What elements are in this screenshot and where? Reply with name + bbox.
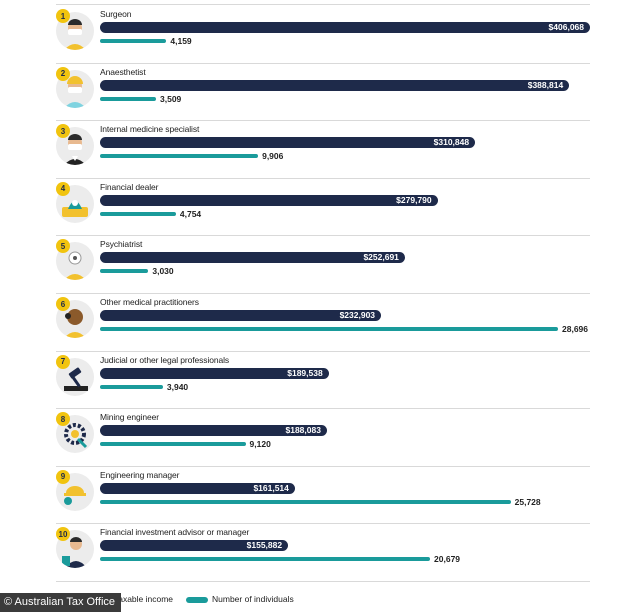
income-value-label: $252,691: [363, 252, 399, 263]
rank-badge: 5: [56, 239, 70, 254]
individuals-bar: [100, 384, 163, 389]
income-bar: $188,083: [100, 425, 327, 437]
category-label: Financial investment advisor or manager: [100, 527, 250, 538]
source-credit: © Australian Tax Office: [0, 593, 122, 612]
chart-row: 6 Other medical practitioners $232,903 28,6…: [56, 294, 590, 351]
category-label: Internal medicine specialist: [100, 124, 200, 135]
income-bar: $388,814: [100, 79, 570, 91]
individuals-value-label: 9,906: [262, 151, 284, 162]
rank-badge: 2: [56, 66, 70, 81]
individuals-bar: [100, 442, 246, 447]
individuals-value-label: 3,509: [160, 93, 182, 104]
income-bar: $161,514: [100, 482, 295, 494]
chart-row: 10 Financial investment advisor or manage…: [56, 524, 590, 581]
surgeon-icon: [56, 12, 94, 50]
legend-label-income: Average taxable income: [82, 594, 174, 604]
rank-badge: 4: [56, 181, 70, 196]
chart-row: 3 Internal medicine specialist $310,848 9,9…: [56, 121, 590, 178]
row-divider: [56, 120, 590, 122]
individuals-value-label: 3,030: [152, 266, 174, 277]
chart-row: 5 Psychiatrist $252,691 3,030: [56, 236, 590, 293]
individuals-bar: [100, 557, 431, 562]
category-label: Surgeon: [100, 9, 132, 19]
chart-row: 4 Financial dealer $279,790 4,754: [56, 179, 590, 236]
medical-practitioner-icon: [56, 300, 94, 338]
income-bar: $406,068: [100, 22, 590, 33]
individuals-bar: [100, 39, 167, 43]
income-value-label: $188,083: [285, 425, 321, 436]
top-divider: [56, 4, 590, 5]
income-value-label: $388,814: [527, 79, 564, 90]
legend-label-individuals: Number of individuals: [212, 594, 294, 604]
rank-badge: 7: [56, 354, 70, 369]
rank-badge: 1: [56, 9, 70, 23]
row-divider: [56, 293, 590, 294]
income-bar: $279,790: [100, 194, 438, 206]
individuals-bar: [100, 269, 149, 274]
income-value-label: $189,538: [287, 367, 323, 378]
individuals-value-label: 4,159: [170, 36, 192, 46]
individuals-bar: [100, 327, 558, 331]
rank-badge: 8: [56, 412, 70, 427]
row-divider: [56, 235, 590, 237]
chart-row: 1 Surgeon $406,068 4,159: [56, 6, 590, 63]
category-label: Anaesthetist: [100, 66, 146, 77]
row-divider: [56, 581, 590, 582]
income-value-label: $310,848: [433, 137, 470, 148]
individuals-value-label: 25,728: [514, 496, 541, 507]
income-bar: $232,903: [100, 310, 382, 321]
income-value-label: $155,882: [246, 540, 283, 551]
income-bar: $310,848: [100, 137, 476, 149]
chart-row: 9 Engineering manager $161,514 25,728: [56, 467, 590, 524]
income-value-label: $406,068: [548, 22, 584, 32]
engineering-manager-icon: [56, 472, 94, 511]
individuals-value-label: 20,679: [434, 554, 461, 565]
income-value-label: $232,903: [339, 310, 376, 320]
row-divider: [56, 177, 590, 179]
row-divider: [56, 62, 590, 64]
income-bar: $189,538: [100, 367, 329, 379]
individuals-bar: [100, 499, 511, 504]
rank-badge: 3: [56, 124, 70, 139]
individuals-bar: [100, 154, 259, 159]
legend-swatch-individuals: [186, 597, 208, 603]
rank-badge: 6: [56, 297, 70, 311]
category-label: Mining engineer: [100, 412, 159, 423]
rank-badge: 9: [56, 469, 70, 484]
psychiatrist-icon: [56, 242, 94, 281]
chart-row: 2 Anaesthetist $388,814 3,509: [56, 64, 590, 121]
income-value-label: $161,514: [253, 482, 289, 493]
row-divider: [56, 350, 590, 352]
individuals-bar: [100, 96, 156, 101]
category-label: Judicial or other legal professionals: [100, 354, 230, 365]
individuals-value-label: 4,754: [179, 208, 202, 219]
individuals-bar: [100, 211, 176, 216]
rank-badge: 10: [56, 527, 70, 542]
individuals-value-label: 3,940: [166, 381, 189, 392]
chart-row: 7 Judicial or other legal professionals $1…: [56, 352, 590, 409]
chart-row: 8 Mining engineer $188,083 9,120: [56, 409, 590, 466]
individuals-value-label: 9,120: [249, 439, 271, 450]
category-label: Psychiatrist: [100, 239, 143, 250]
income-value-label: $279,790: [396, 194, 432, 205]
income-bar: $155,882: [100, 540, 289, 552]
individuals-value-label: 28,696: [562, 324, 588, 334]
row-divider: [56, 408, 590, 410]
row-divider: [56, 523, 590, 525]
category-label: Financial dealer: [100, 181, 159, 192]
category-label: Other medical practitioners: [100, 297, 199, 307]
row-divider: [56, 465, 590, 467]
income-bar: $252,691: [100, 252, 405, 264]
category-label: Engineering manager: [100, 469, 180, 480]
